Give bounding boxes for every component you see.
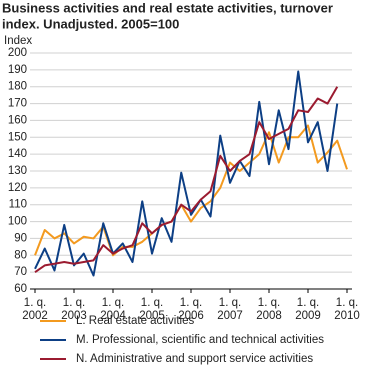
y-tick-label: 140 <box>8 148 27 160</box>
y-tick-label: 180 <box>8 81 27 93</box>
x-tick-label: 1. q. 2005 <box>139 297 165 322</box>
x-tick-label: 1. q. 2006 <box>178 297 204 322</box>
y-tick-label: 110 <box>9 199 27 211</box>
legend-label: L. Real estate activities <box>76 315 195 327</box>
x-tick-label: 1. q. 2003 <box>61 297 87 322</box>
y-axis-label: Index <box>4 35 32 47</box>
y-tick-label: 170 <box>8 98 27 110</box>
x-tick-label: 1. q. 2008 <box>256 297 282 322</box>
chart-subtitle: index. Unadjusted. 2005=100 <box>2 16 179 31</box>
series-line <box>34 124 348 257</box>
y-tick-label: 190 <box>8 64 27 76</box>
y-tick-label: 200 <box>8 47 27 59</box>
y-tick-label: 90 <box>14 232 27 244</box>
y-tick-label: 100 <box>8 216 27 228</box>
x-tick-label: 1. q. 2002 <box>22 297 48 322</box>
y-tick-label: 160 <box>8 114 27 126</box>
x-tick-label: 1. q. 2009 <box>295 297 321 322</box>
legend-label: N. Administrative and support service ac… <box>76 353 313 365</box>
y-tick-label: 70 <box>14 266 27 278</box>
series-line <box>34 70 339 277</box>
y-tick-label: 60 <box>14 283 27 295</box>
x-tick-label: 1. q. 2010 <box>334 297 360 322</box>
y-tick-label: 80 <box>14 249 27 261</box>
x-tick-label: 1. q. 2004 <box>100 297 126 322</box>
series-line <box>34 86 339 273</box>
x-tick-label: 1. q. 2007 <box>217 297 243 322</box>
chart-title: Business activities and real estate acti… <box>2 0 333 15</box>
legend-label: M. Professional, scientific and technica… <box>76 334 324 346</box>
y-tick-label: 150 <box>8 131 27 143</box>
y-tick-label: 130 <box>8 165 27 177</box>
y-tick-label: 120 <box>8 182 27 194</box>
